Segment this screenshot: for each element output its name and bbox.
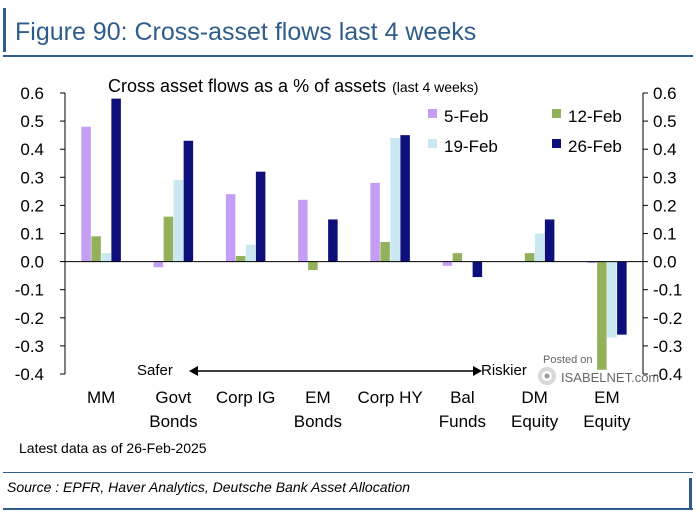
bar-12-feb-em-bonds (308, 261, 318, 271)
y-tick-label-right: 0.5 (653, 112, 677, 131)
bar-26-feb-corp-ig (255, 171, 266, 262)
y-tick-label-left: 0.6 (20, 84, 44, 103)
source-divider (3, 472, 693, 473)
bar-12-feb-corp-ig (235, 255, 246, 262)
bar-12-feb-em-equity (597, 261, 607, 370)
bar-5-feb-em-equity (587, 261, 597, 264)
legend-label-12-feb: 12-Feb (568, 107, 622, 126)
bar-5-feb-em-bonds (298, 199, 308, 262)
bar-12-feb-govt-bonds (163, 216, 174, 262)
category-label: DM (521, 388, 547, 407)
y-tick-label-left: 0.1 (20, 225, 44, 244)
y-tick-label-right: -0.3 (653, 337, 682, 356)
bar-26-feb-bal-funds (472, 261, 483, 278)
bar-19-feb-corp-ig (245, 244, 256, 262)
annotation-riskier: Riskier (481, 362, 527, 379)
y-tick-label-right: 0.1 (653, 225, 677, 244)
bar-19-feb-em-equity (607, 261, 617, 338)
y-tick-label-right: 0.6 (653, 84, 677, 103)
y-tick-label-right: 0.4 (653, 140, 677, 159)
title-frame-bar (3, 8, 6, 52)
bar-5-feb-bal-funds (442, 261, 453, 266)
category-label: Equity (583, 412, 631, 431)
legend-label-5-feb: 5-Feb (444, 107, 488, 126)
bar-5-feb-corp-hy (370, 182, 380, 262)
latest-data-note: Latest data as of 26-Feb-2025 (19, 440, 207, 456)
legend-label-26-feb: 26-Feb (568, 137, 622, 156)
bar-26-feb-corp-hy (400, 135, 410, 262)
y-tick-label-left: 0.2 (20, 196, 44, 215)
y-tick-label-left: -0.3 (15, 337, 44, 356)
legend-swatch-12-feb (552, 109, 561, 118)
y-tick-label-right: 0.0 (653, 253, 677, 272)
category-label: Bonds (294, 412, 342, 431)
bar-12-feb-mm (91, 236, 101, 262)
y-tick-label-right: 0.3 (653, 168, 677, 187)
bar-19-feb-govt-bonds (173, 180, 184, 262)
watermark-posted: Posted on (543, 354, 593, 366)
y-tick-label-left: 0.0 (20, 253, 44, 272)
legend-swatch-26-feb (552, 139, 561, 148)
bar-5-feb-corp-ig (225, 194, 236, 262)
chart-title-suffix: (last 4 weeks) (392, 79, 478, 95)
category-label: Govt (155, 388, 191, 407)
bar-12-feb-dm-equity (524, 253, 535, 262)
y-tick-label-left: -0.1 (15, 281, 44, 300)
bar-chart: 0.6 0.6 0.5 0.5 0.4 0.4 0.3 0.3 0.2 0.2 0.1 0.1 0.0 0… (15, 76, 683, 456)
category-label: Bal (450, 388, 475, 407)
y-tick-label-right: -0.1 (653, 281, 682, 300)
category-label: EM (305, 388, 331, 407)
category-label: Equity (511, 412, 559, 431)
y-tick-label-left: 0.4 (20, 140, 44, 159)
bar-19-feb-mm (101, 253, 111, 262)
bar-26-feb-em-bonds (328, 219, 338, 262)
legend-swatch-5-feb (428, 109, 437, 118)
category-label: Funds (439, 412, 486, 431)
watermark: Posted on ISABELNET.com (537, 352, 667, 392)
source-frame-bar (689, 478, 692, 508)
bottom-divider (3, 508, 693, 510)
figure-title: Figure 90: Cross-asset flows last 4 week… (15, 18, 477, 46)
title-divider (3, 55, 693, 57)
y-tick-label-right: 0.2 (653, 196, 677, 215)
bar-12-feb-bal-funds (452, 253, 463, 262)
legend-label-19-feb: 19-Feb (444, 137, 498, 156)
bar-5-feb-mm (81, 126, 91, 262)
bar-12-feb-corp-hy (380, 241, 390, 262)
y-tick-label-left: -0.4 (15, 365, 44, 384)
category-label: Corp HY (358, 388, 423, 407)
bar-26-feb-em-equity (617, 261, 627, 335)
arrow-left-head (189, 366, 198, 376)
category-label: Corp IG (216, 388, 276, 407)
y-tick-label-right: -0.2 (653, 309, 682, 328)
bar-19-feb-corp-hy (390, 137, 400, 262)
source-line: Source : EPFR, Haver Analytics, Deutsche… (7, 479, 411, 495)
bar-5-feb-govt-bonds (153, 261, 164, 268)
isabelnet-logo-icon (538, 367, 556, 385)
y-tick-label-left: 0.5 (20, 112, 44, 131)
bar-26-feb-mm (111, 98, 121, 262)
y-tick-label-left: 0.3 (20, 168, 44, 187)
bar-26-feb-govt-bonds (183, 140, 194, 262)
bar-19-feb-dm-equity (534, 233, 545, 262)
category-label: Bonds (149, 412, 197, 431)
arrow-right-head (473, 366, 482, 376)
bar-26-feb-dm-equity (544, 219, 555, 262)
y-tick-label-left: -0.2 (15, 309, 44, 328)
category-label: EM (594, 388, 620, 407)
watermark-name: ISABELNET.com (561, 370, 660, 385)
category-label: MM (87, 388, 115, 407)
legend-swatch-19-feb (428, 139, 437, 148)
chart-title: Cross asset flows as a % of assets (last … (108, 76, 478, 96)
y-tick-label-right: -0.4 (653, 365, 682, 384)
annotation-safer: Safer (137, 362, 173, 379)
